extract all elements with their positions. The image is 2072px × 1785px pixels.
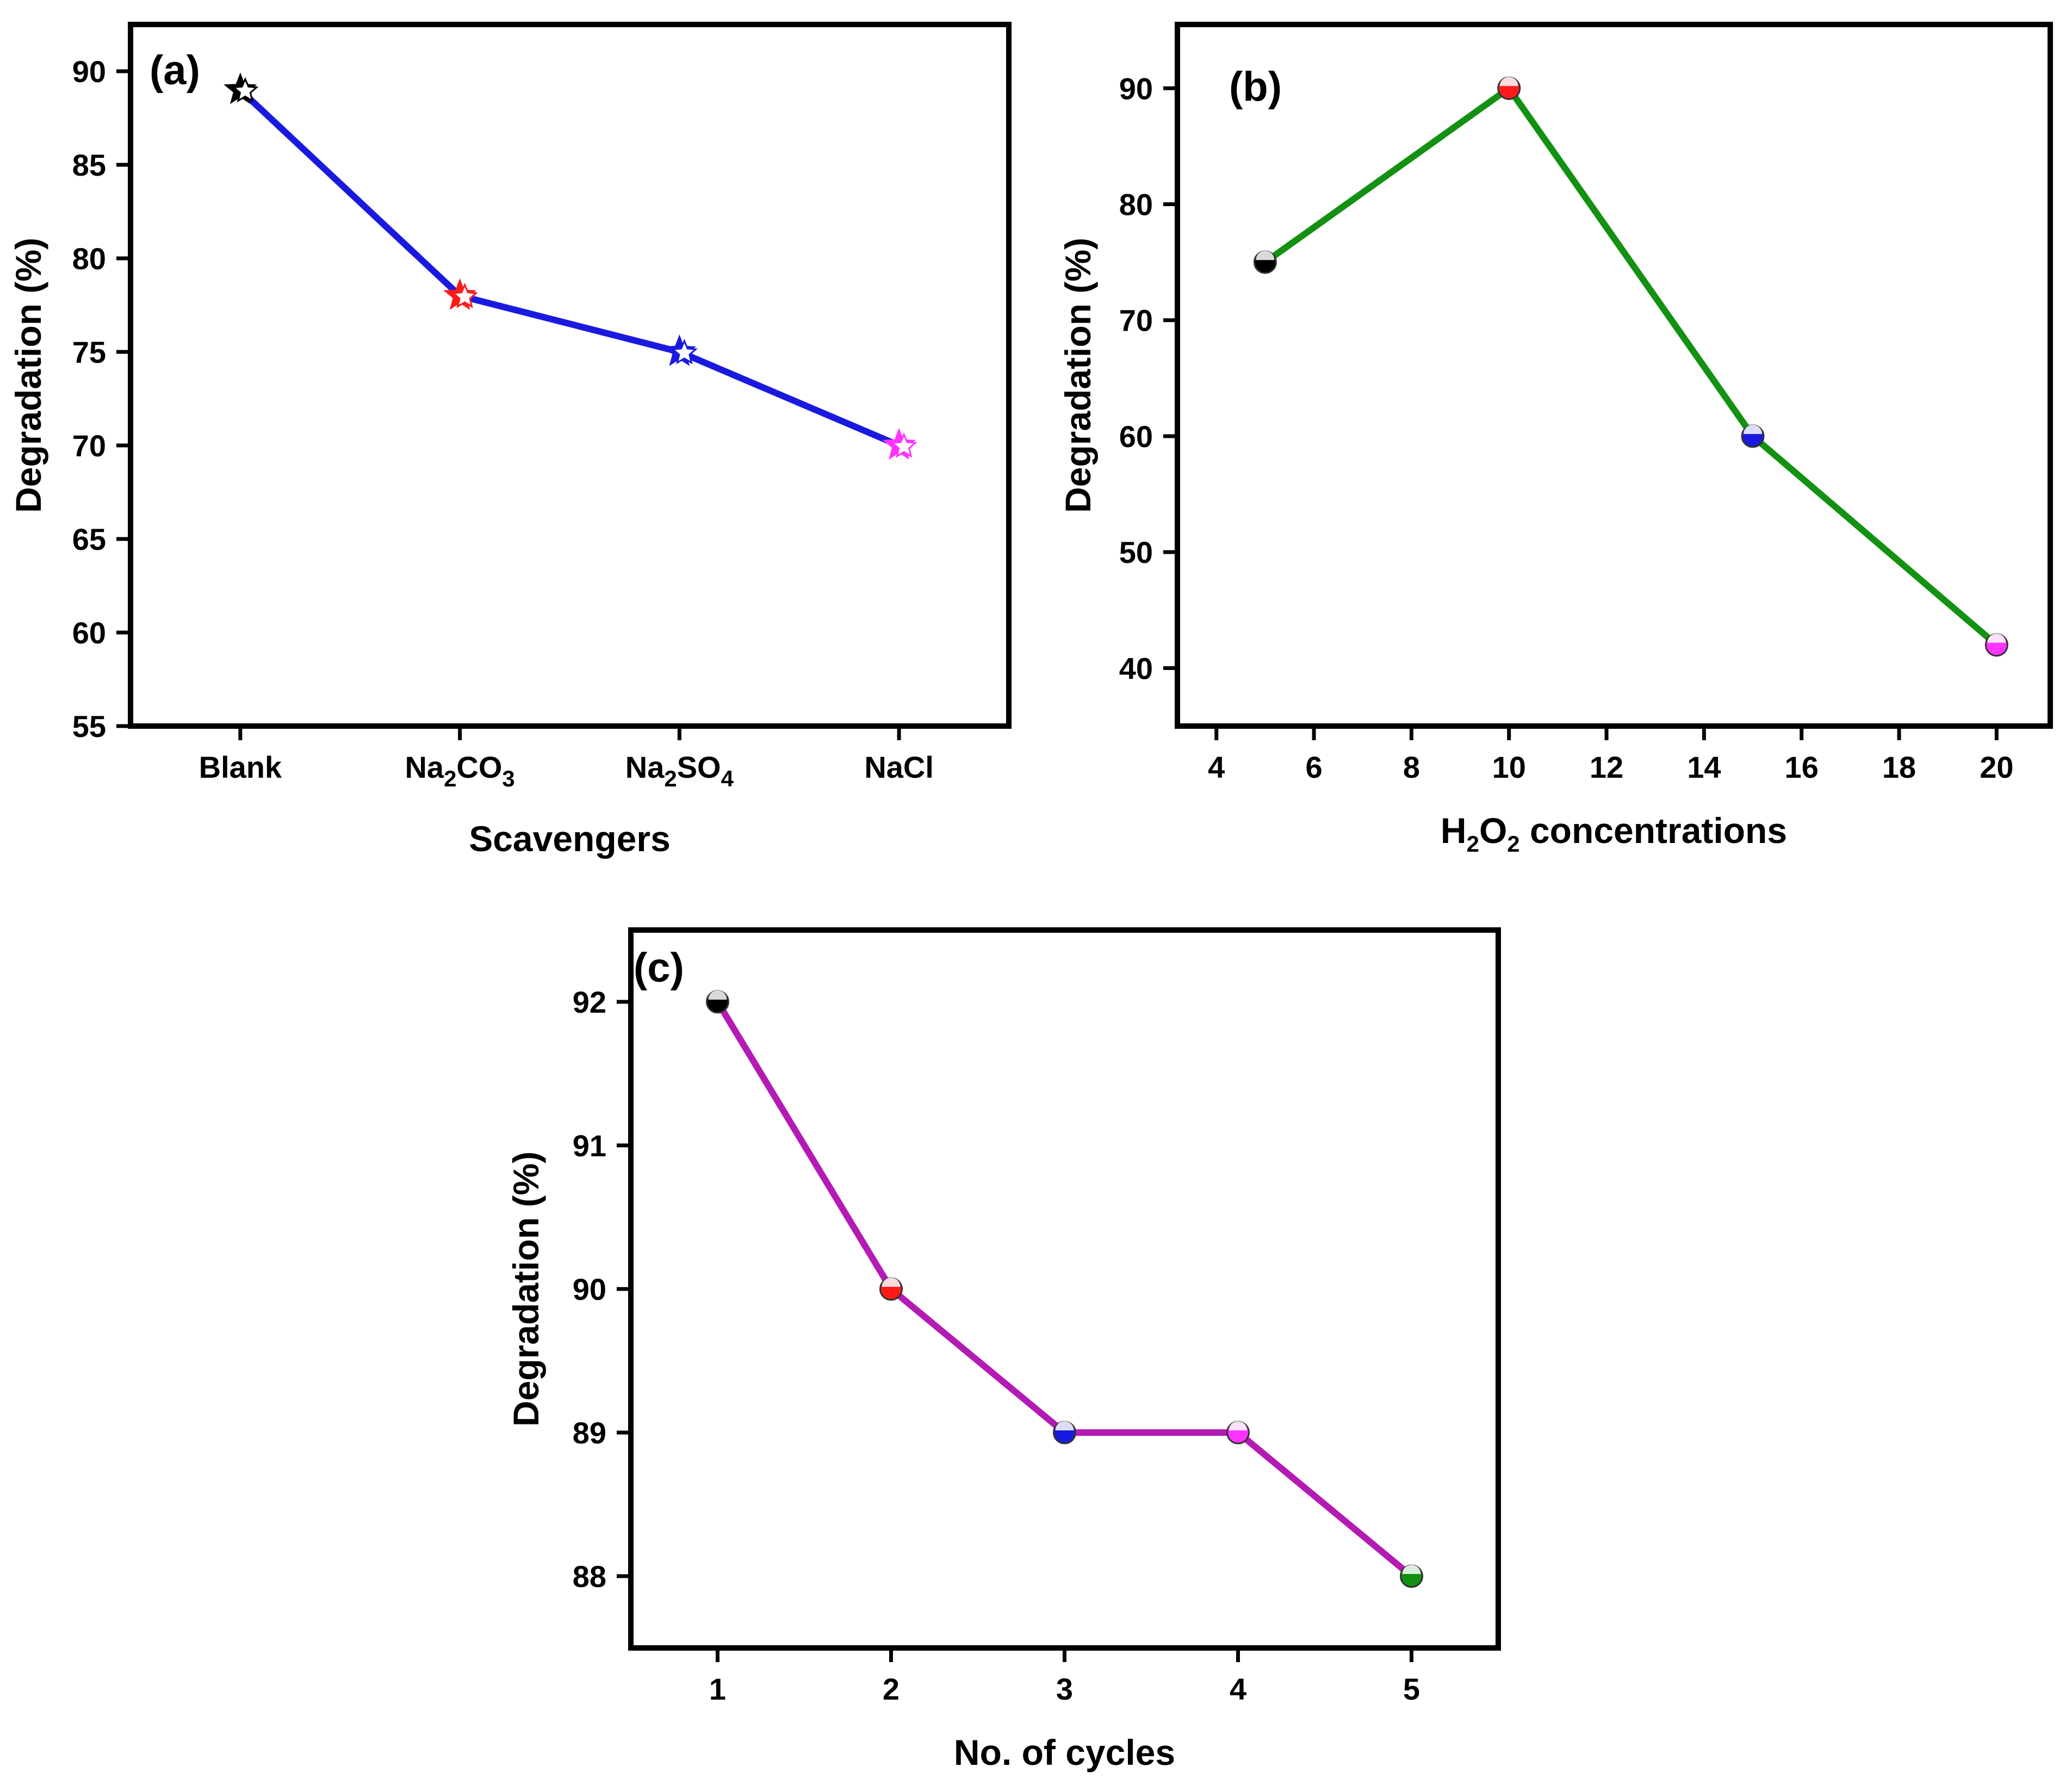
- y-tick-label: 65: [72, 522, 106, 556]
- data-point-highlight: [1402, 1565, 1421, 1574]
- y-tick-label: 91: [573, 1129, 606, 1163]
- data-point-star-outline: [671, 339, 698, 364]
- x-tick-label: 4: [1208, 750, 1225, 784]
- y-tick-label: 70: [1119, 303, 1153, 338]
- y-tick-label: 85: [72, 148, 106, 182]
- data-point-star-outline: [451, 282, 479, 308]
- x-tick-label: 10: [1492, 750, 1526, 784]
- y-tick-label: 92: [573, 985, 606, 1019]
- data-point-highlight: [1229, 1421, 1248, 1430]
- data-point-star-outline: [890, 432, 917, 458]
- data-point-star-outline: [232, 77, 259, 103]
- y-tick-label: 60: [72, 616, 106, 650]
- y-axis-title: Degradation (%): [1058, 238, 1098, 513]
- plot-frame: [1175, 22, 2053, 729]
- x-tick-label: 5: [1403, 1672, 1420, 1706]
- data-point-highlight: [1499, 77, 1518, 86]
- y-tick-label: 90: [72, 54, 106, 89]
- x-axis-title: No. of cycles: [954, 1732, 1175, 1772]
- y-tick-label: 90: [573, 1272, 606, 1306]
- y-tick-label: 70: [72, 429, 106, 463]
- y-tick-label: 80: [72, 241, 106, 276]
- y-tick-label: 88: [573, 1559, 606, 1594]
- y-axis-title: Degradation (%): [506, 1151, 546, 1427]
- x-tick-label: 14: [1687, 750, 1721, 784]
- data-point-highlight: [882, 1278, 901, 1287]
- data-point-highlight: [1744, 424, 1763, 434]
- y-tick-label: 60: [1119, 419, 1153, 454]
- y-tick-label: 90: [1119, 71, 1153, 106]
- x-tick-label: Blank: [199, 750, 282, 784]
- x-tick-label: 8: [1403, 750, 1420, 784]
- x-tick-label: 20: [1980, 750, 2013, 784]
- y-tick-label: 75: [72, 335, 106, 369]
- x-axis-title: H2O2 concentrations: [1441, 810, 1787, 857]
- data-point-highlight: [1256, 251, 1275, 261]
- panel-label: (a): [150, 47, 200, 94]
- x-tick-label: 6: [1305, 750, 1322, 784]
- y-tick-label: 50: [1119, 535, 1153, 569]
- data-point-highlight: [1055, 1421, 1074, 1430]
- y-tick-label: 80: [1119, 187, 1153, 221]
- x-tick-label: 3: [1056, 1672, 1073, 1706]
- y-axis-title: Degradation (%): [8, 238, 48, 513]
- y-tick-label: 55: [72, 709, 106, 743]
- panel-c: 88 89 90 91 92 1 2 3 4 5 No. of cycles Degradation …: [506, 927, 1501, 1772]
- series-line: [714, 999, 1415, 1579]
- x-tick-label: 18: [1882, 750, 1916, 784]
- x-tick-label: 4: [1230, 1672, 1246, 1706]
- x-tick-label: Na2SO4: [625, 750, 734, 791]
- panel-a: 55 60 65 70 75 80 85 90 Blank Na2CO3 Na2SO4 NaCl Sca…: [8, 22, 1012, 859]
- series-line: [237, 86, 903, 449]
- panel-label: (c): [634, 945, 684, 991]
- y-tick-label: 40: [1119, 651, 1153, 685]
- x-tick-label: 16: [1785, 750, 1819, 784]
- panel-b: 40 50 60 70 80 90 4 6 8 10 12 14 16 18 20 H2O2 concentr…: [1058, 22, 2053, 857]
- x-tick-label: 1: [709, 1672, 726, 1706]
- x-tick-label: Na2CO3: [405, 750, 514, 791]
- data-point-highlight: [708, 990, 727, 1000]
- panel-label: (b): [1229, 64, 1282, 110]
- series-line: [1262, 85, 2000, 648]
- x-axis-title: Scavengers: [469, 819, 671, 859]
- x-tick-label: NaCl: [864, 750, 934, 784]
- x-tick-label: 2: [883, 1672, 899, 1706]
- y-tick-label: 89: [573, 1416, 606, 1450]
- data-point-highlight: [1987, 633, 2006, 643]
- plot-frame: [128, 22, 1012, 729]
- x-tick-label: 12: [1590, 750, 1623, 784]
